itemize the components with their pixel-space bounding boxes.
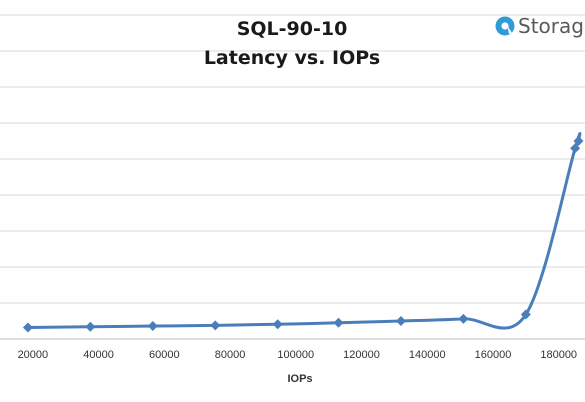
data-point-marker bbox=[85, 321, 96, 332]
chart-title: SQL-90-10 bbox=[237, 18, 348, 40]
x-tick-label: 80000 bbox=[215, 349, 246, 361]
x-tick-label: 140000 bbox=[409, 349, 446, 361]
data-point-marker bbox=[210, 320, 221, 331]
x-tick-label: 160000 bbox=[475, 349, 512, 361]
data-point-marker bbox=[458, 313, 469, 324]
x-tick-label: 100000 bbox=[277, 349, 314, 361]
x-tick-label: 120000 bbox=[343, 349, 380, 361]
series-line bbox=[27, 132, 582, 330]
data-point-marker bbox=[147, 321, 158, 332]
x-axis-ticks: 20000 40000 60000 80000 100000 120000 140000 16… bbox=[18, 349, 577, 361]
storage-logo-icon bbox=[495, 16, 515, 36]
data-point-marker bbox=[395, 316, 406, 326]
data-point-marker bbox=[272, 319, 283, 330]
data-point-marker bbox=[570, 143, 581, 154]
data-point-marker bbox=[520, 309, 531, 320]
x-axis-title: IOPs bbox=[287, 373, 312, 385]
data-point-marker bbox=[333, 317, 344, 328]
x-tick-label: 180000 bbox=[540, 349, 577, 361]
x-tick-label: 20000 bbox=[18, 349, 49, 361]
gridlines bbox=[0, 14, 585, 304]
x-tick-label: 40000 bbox=[83, 349, 114, 361]
storage-logo: Storage bbox=[495, 14, 585, 38]
x-tick-label: 60000 bbox=[149, 349, 180, 361]
data-point-marker bbox=[22, 322, 33, 333]
data-point-marker bbox=[573, 136, 584, 146]
storage-logo-text: Storage bbox=[518, 14, 585, 38]
series-layer bbox=[22, 132, 584, 333]
chart-subtitle: Latency vs. IOPs bbox=[204, 47, 380, 69]
